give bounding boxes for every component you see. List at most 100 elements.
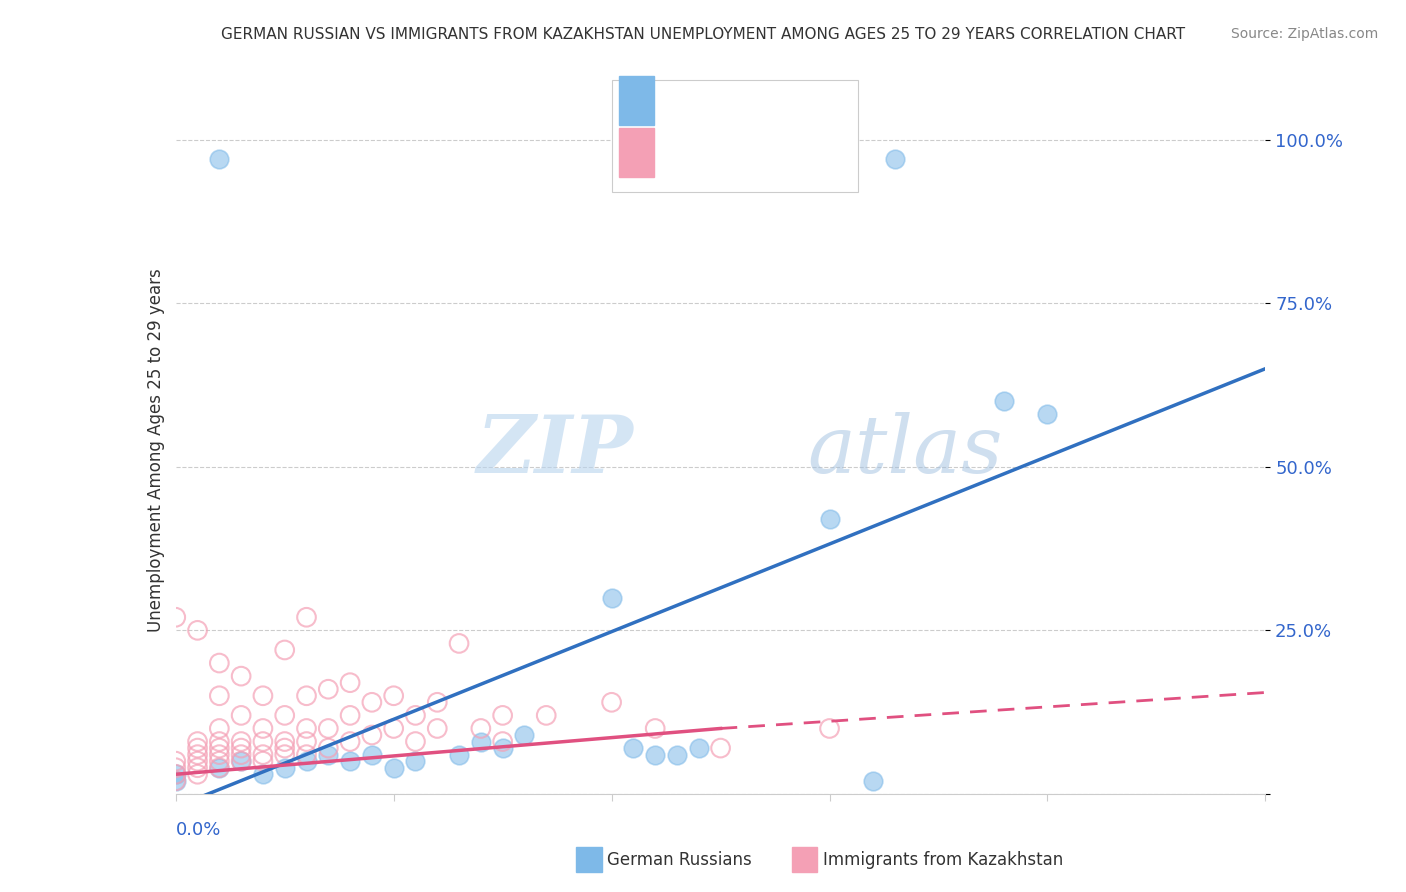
Point [295,722,318,736]
Point [600,591,623,605]
Point [274,643,297,657]
Point [208,741,231,756]
Point [274,747,297,762]
Text: N = 21: N = 21 [752,92,820,110]
Point [339,675,361,690]
Text: R = 0.127: R = 0.127 [664,145,754,163]
Point [274,734,297,748]
Point [884,153,907,167]
Point [231,747,253,762]
Point [186,741,209,756]
Text: Immigrants from Kazakhstan: Immigrants from Kazakhstan [823,851,1063,869]
Point [295,747,318,762]
Point [252,722,274,736]
Point [644,747,666,762]
Point [186,624,209,638]
Point [318,747,340,762]
Point [862,773,884,788]
Point [382,761,405,775]
Point [252,754,274,768]
Point [208,689,231,703]
Point [426,722,449,736]
Point [208,754,231,768]
Point [295,734,318,748]
Point [186,734,209,748]
Point [470,722,492,736]
Point [252,747,274,762]
Text: 0.0%: 0.0% [176,822,221,839]
Point [318,682,340,697]
Point [186,767,209,781]
Point [710,741,733,756]
Point [186,761,209,775]
Point [208,722,231,736]
Point [165,773,187,788]
Point [360,747,382,762]
Point [252,689,274,703]
Point [165,761,187,775]
Point [426,695,449,709]
Text: atlas: atlas [807,412,1002,489]
Text: German Russians: German Russians [607,851,752,869]
Point [318,741,340,756]
Point [818,722,841,736]
Point [274,761,297,775]
Point [600,695,623,709]
Point [274,708,297,723]
Point [492,708,515,723]
Text: Source: ZipAtlas.com: Source: ZipAtlas.com [1230,27,1378,41]
Point [208,153,231,167]
Point [1036,408,1059,422]
Point [274,741,297,756]
Text: N = 64: N = 64 [752,145,820,163]
Point [165,610,187,624]
Point [447,747,470,762]
Point [208,734,231,748]
Point [339,754,361,768]
Point [165,767,187,781]
Point [165,773,187,788]
Point [318,722,340,736]
Point [492,741,515,756]
Point [295,754,318,768]
Point [208,761,231,775]
Point [644,722,666,736]
Text: ZIP: ZIP [477,412,633,489]
Text: R = 0.512: R = 0.512 [664,92,754,110]
Point [208,656,231,670]
Point [405,754,427,768]
Point [666,747,689,762]
Point [231,669,253,683]
Point [405,734,427,748]
Point [513,728,536,742]
Y-axis label: Unemployment Among Ages 25 to 29 years: Unemployment Among Ages 25 to 29 years [146,268,165,632]
Point [231,754,253,768]
Point [231,708,253,723]
Point [186,747,209,762]
Point [818,512,841,526]
Point [252,767,274,781]
Point [339,734,361,748]
Point [492,734,515,748]
Point [165,754,187,768]
Point [360,695,382,709]
Point [295,689,318,703]
Point [231,734,253,748]
Point [993,394,1015,409]
Point [360,728,382,742]
Point [534,708,557,723]
Point [231,741,253,756]
Point [621,741,644,756]
Point [470,734,492,748]
Point [208,747,231,762]
Text: GERMAN RUSSIAN VS IMMIGRANTS FROM KAZAKHSTAN UNEMPLOYMENT AMONG AGES 25 TO 29 YE: GERMAN RUSSIAN VS IMMIGRANTS FROM KAZAKH… [221,27,1185,42]
Point [231,754,253,768]
Point [295,610,318,624]
Point [382,689,405,703]
Point [405,708,427,723]
Point [447,636,470,650]
Point [186,754,209,768]
Point [165,767,187,781]
Point [252,734,274,748]
Point [688,741,710,756]
